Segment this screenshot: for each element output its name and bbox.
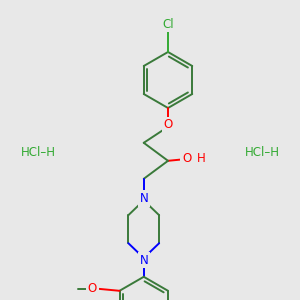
Text: H: H: [197, 152, 206, 165]
Text: N: N: [140, 192, 148, 205]
Text: N: N: [140, 254, 148, 266]
Text: O: O: [182, 152, 191, 165]
Text: Cl: Cl: [162, 17, 174, 31]
Text: O: O: [88, 282, 97, 295]
Text: HCl–H: HCl–H: [244, 146, 280, 158]
Text: O: O: [164, 118, 172, 131]
Text: HCl–H: HCl–H: [20, 146, 56, 158]
